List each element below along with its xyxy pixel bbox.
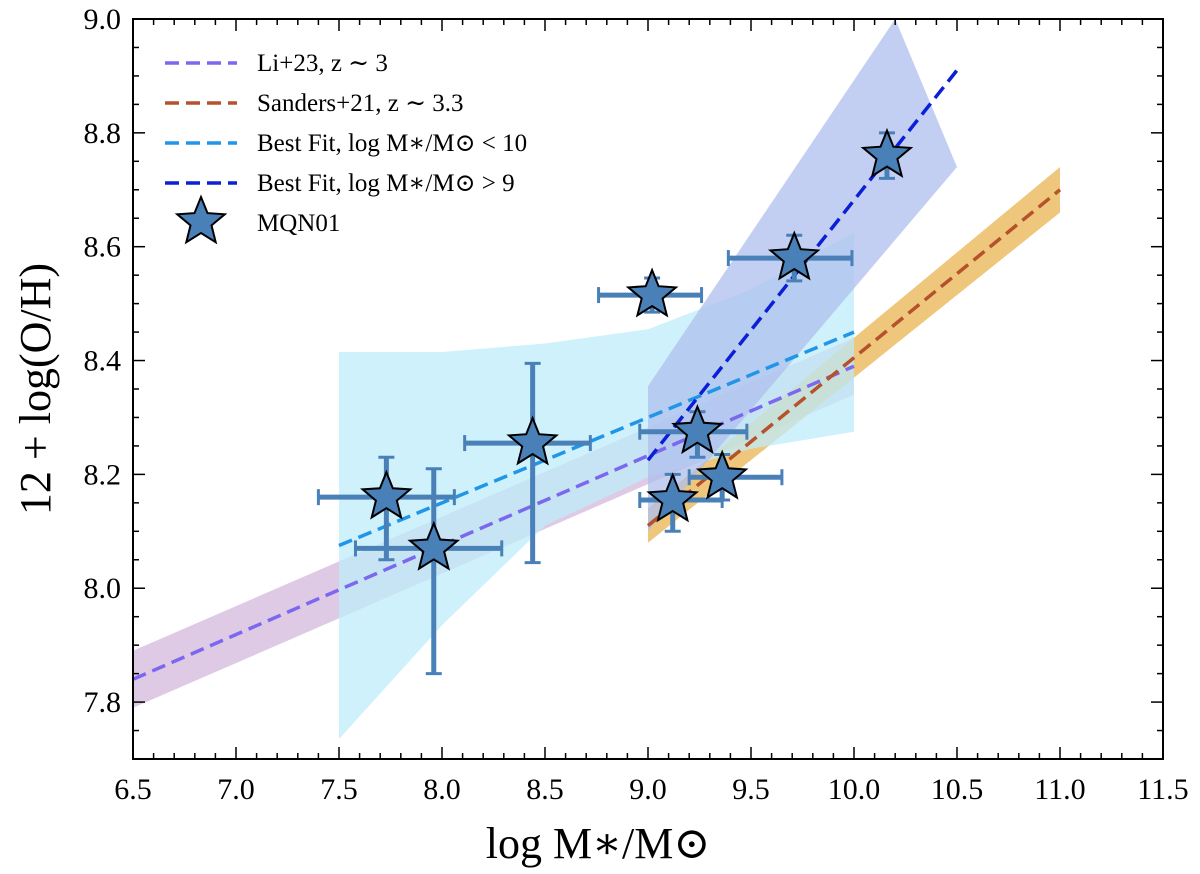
mqn01-point (353, 467, 504, 676)
legend-label: Best Fit, log M∗/M⊙ > 9 (257, 170, 515, 197)
mqn01-point (638, 472, 724, 533)
y-tick-label: 7.8 (84, 686, 122, 719)
legend-label: MQN01 (257, 210, 340, 237)
mqn01-point (726, 230, 854, 283)
legend-label: Sanders+21, z ∼ 3.3 (257, 90, 464, 117)
x-tick-label: 7.5 (320, 773, 358, 806)
legend-label: Li+23, z ∼ 3 (257, 50, 388, 77)
y-tick-label: 8.4 (84, 345, 122, 378)
x-tick-label: 7.0 (217, 773, 255, 806)
confidence-bands (133, 19, 1060, 740)
legend-item: Sanders+21, z ∼ 3.3 (165, 90, 464, 117)
star-marker (695, 449, 749, 500)
y-axis-title: 12 + log(O/H) (11, 263, 60, 515)
mqn01-point (463, 361, 592, 565)
legend-item: MQN01 (174, 194, 340, 245)
mqn01-point (687, 449, 784, 502)
mqn01-point (316, 455, 456, 562)
li23-line (133, 364, 855, 681)
legend-item: Li+23, z ∼ 3 (165, 50, 388, 77)
x-tick-label: 10.0 (828, 773, 881, 806)
legend-star-swatch (174, 194, 228, 245)
x-tick-label: 9.0 (629, 773, 667, 806)
legend: Li+23, z ∼ 3 Sanders+21, z ∼ 3.3 Best Fit,… (165, 50, 527, 245)
x-tick-label: 11.0 (1034, 773, 1085, 806)
x-tick-label: 11.5 (1137, 773, 1188, 806)
tick-labels: 6.5 7.0 7.5 8.0 8.5 9.0 9.5 10.0 10.5 11.0 11.5 7.8… (84, 3, 1189, 806)
x-tick-label: 10.5 (931, 773, 984, 806)
star-marker (767, 230, 821, 281)
bestfit-low-line (338, 330, 855, 548)
star-marker (671, 404, 724, 455)
mqn01-point (638, 404, 749, 459)
star-marker (860, 127, 914, 178)
star-marker (506, 415, 559, 466)
data-points (316, 127, 914, 676)
legend-item: Best Fit, log M∗/M⊙ > 9 (165, 170, 515, 197)
star-marker (407, 520, 461, 571)
x-tick-label: 8.5 (526, 773, 564, 806)
y-tick-label: 8.8 (84, 117, 122, 150)
mqn01-point (597, 267, 704, 318)
legend-item: Best Fit, log M∗/M⊙ < 10 (165, 130, 527, 157)
x-axis-title: log M∗/M⊙ (486, 819, 710, 868)
axis-ticks (132, 18, 1164, 760)
y-tick-label: 8.0 (84, 572, 122, 605)
y-tick-label: 8.6 (84, 231, 122, 264)
star-marker (646, 472, 700, 523)
x-tick-label: 8.0 (423, 773, 461, 806)
star-marker (360, 469, 413, 520)
x-tick-label: 9.5 (732, 773, 770, 806)
y-tick-label: 8.2 (84, 458, 122, 491)
mqn01-point (860, 127, 914, 180)
y-tick-label: 9.0 (84, 3, 122, 36)
star-marker (625, 267, 679, 318)
legend-label: Best Fit, log M∗/M⊙ < 10 (257, 130, 527, 157)
x-tick-label: 6.5 (114, 773, 152, 806)
